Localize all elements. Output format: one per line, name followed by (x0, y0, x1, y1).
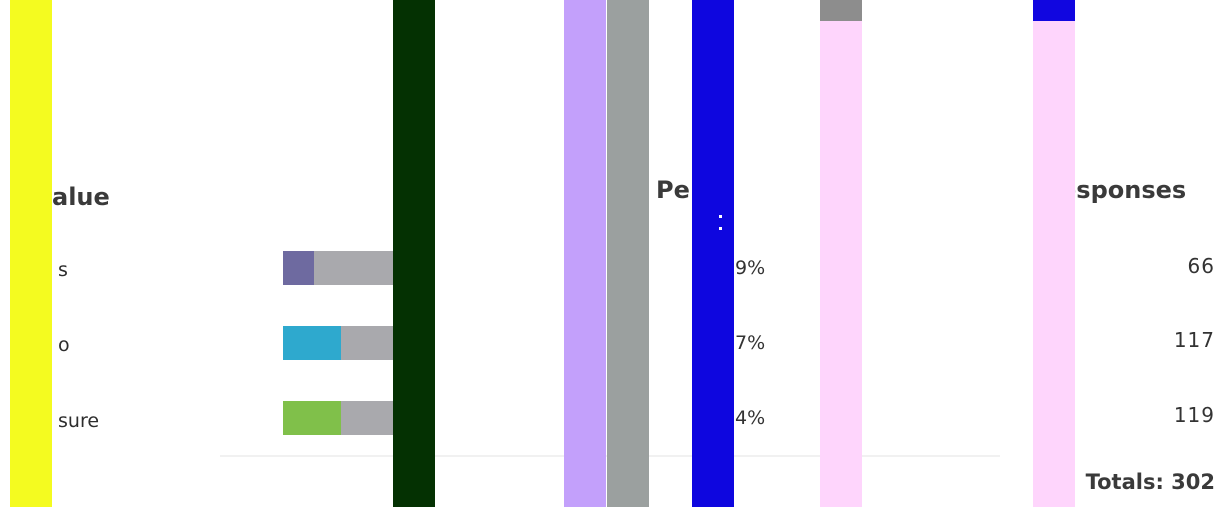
overlay-stripe-yellow (10, 0, 52, 507)
percent-yes: 9% (735, 257, 766, 279)
overlay-stripe-blue (692, 0, 734, 507)
overlay-speck (719, 227, 722, 230)
overlay-stripe-lavender (564, 0, 606, 507)
totals-label: Totals: 302 (1085, 470, 1215, 494)
bar-fill-unsure (283, 401, 342, 435)
responses-no: 117 (1173, 328, 1215, 352)
percent-no: 7% (735, 332, 766, 354)
header-responses: esponses (1060, 176, 1187, 204)
row-label-no: o (58, 334, 70, 356)
overlay-speck (719, 215, 722, 218)
overlay-stripe-dark-green (393, 0, 435, 507)
header-value: alue (52, 183, 110, 211)
overlay-stripe-gray (607, 0, 649, 507)
bar-fill-no (283, 326, 342, 360)
row-label-yes: s (58, 259, 68, 281)
percent-unsure: 4% (735, 407, 766, 429)
bar-fill-yes (283, 251, 315, 285)
bar-track-unsure (283, 401, 393, 435)
overlay-stripe-pink-right (1033, 0, 1075, 507)
responses-unsure: 119 (1173, 403, 1215, 427)
bar-track-no (283, 326, 393, 360)
responses-yes: 66 (1187, 254, 1215, 278)
overlay-stripe-pink-left (820, 0, 862, 507)
bar-track-yes (283, 251, 393, 285)
overlay-cap-gray (820, 0, 862, 21)
row-label-unsure: sure (58, 410, 100, 432)
overlay-cap-blue (1033, 0, 1075, 21)
